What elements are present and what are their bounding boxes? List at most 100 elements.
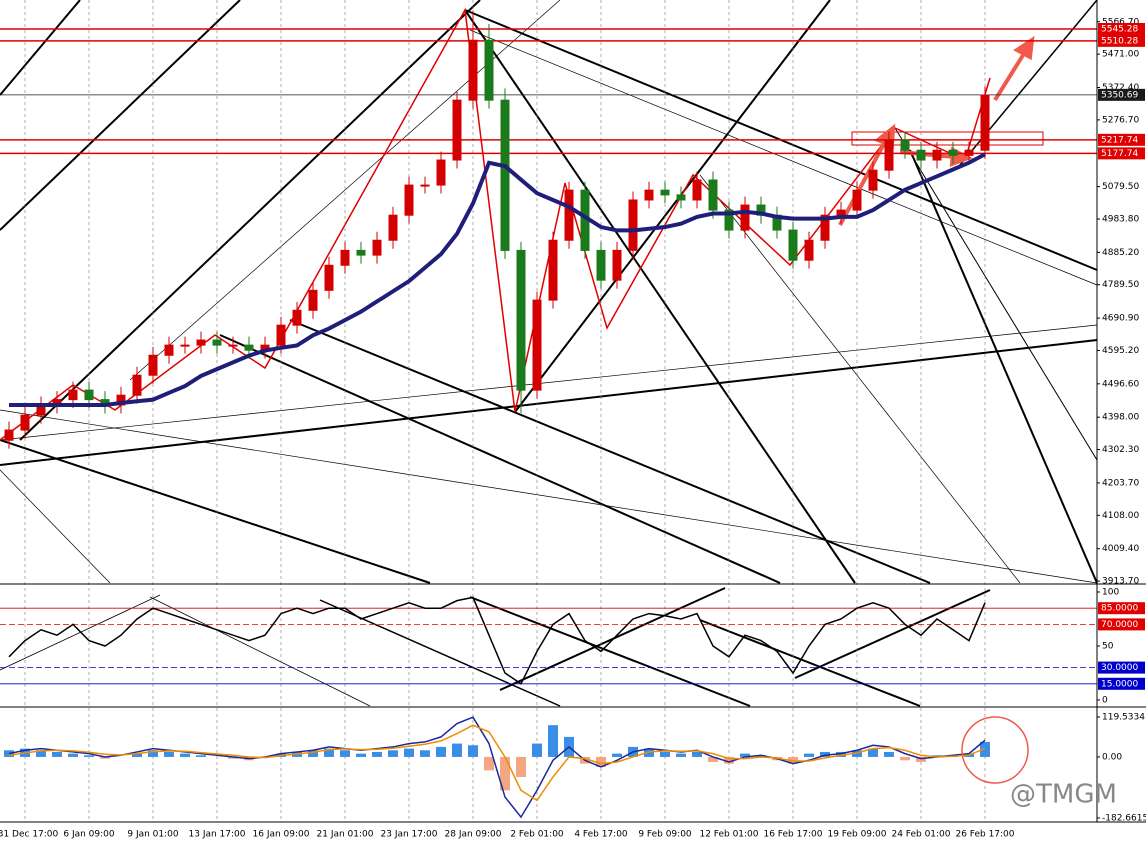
y-tick-label: 4398.00 [1102,413,1139,423]
candle-body [436,159,446,186]
candle-body [724,209,734,231]
candle-body [164,344,174,356]
x-tick-label: 12 Feb 01:00 [699,830,758,840]
candle-body [468,39,478,101]
level-label-bg [1098,88,1145,101]
histogram-bar [468,745,478,757]
trend-line [909,149,1098,584]
histogram-bar [228,756,238,759]
x-tick-label: 24 Feb 01:00 [891,830,950,840]
trend-line [289,319,931,584]
candle-body [500,99,510,251]
histogram-bar [196,755,206,757]
histogram-bar [660,751,670,757]
y-tick-label: 4203.70 [1102,478,1139,488]
candle-body [356,249,366,256]
x-tick-label: 2 Feb 01:00 [510,830,564,840]
histogram-bar [756,755,766,757]
histogram-bar [420,750,430,757]
candle-body [4,429,14,441]
histogram-bar [36,750,46,757]
histogram-bar [388,750,398,757]
candle-body [516,249,526,391]
histogram-bar [68,753,78,757]
histogram-bar [612,753,622,757]
histogram-bar [484,756,494,771]
trend-line [219,334,781,584]
y-tick-label: -182.6615 [1102,814,1146,824]
histogram-bar [356,753,366,757]
candle-body [564,189,574,241]
histogram-bar [980,741,990,757]
histogram-bar [916,756,926,762]
y-tick-label: 3913.70 [1102,577,1139,587]
candle-body [612,249,622,281]
candle-body [820,214,830,241]
zigzag [0,7,991,441]
histogram-bar [900,756,910,761]
candle-body [868,169,878,191]
trend-line [469,29,1098,286]
y-tick-label: 5372.40 [1102,83,1139,93]
trend-line [794,589,991,679]
histogram-bar [820,751,830,757]
y-tick-label: 100 [1102,588,1119,598]
histogram-bar [148,750,158,757]
histogram-bar [532,743,542,757]
y-tick-label: 5276.70 [1102,115,1139,125]
candle-body [948,149,958,156]
y-tick-label: 4885.20 [1102,248,1139,258]
x-tick-label: 23 Jan 17:00 [381,830,438,840]
arrow [838,139,888,226]
level-label: 5545.28 [1101,25,1138,35]
histogram-bar [52,751,62,757]
histogram-bar [676,753,686,757]
histogram-bar [100,756,110,759]
y-tick-label: 4595.20 [1102,346,1139,356]
histogram-bar [84,755,94,757]
candle-body [404,184,414,216]
level-label: 5177.74 [1101,149,1138,159]
candle-body [932,149,942,161]
level-label: 15.0000 [1101,679,1138,689]
trend-line [0,339,1098,466]
histogram-bar [180,753,190,757]
level-label-bg [1098,34,1145,47]
arrow [993,50,1027,102]
candle-body [900,139,910,151]
histogram-bar [516,756,526,778]
histogram-bar [932,755,942,757]
level-label: 70.0000 [1101,620,1138,630]
trend-line [469,596,751,707]
annotations [0,7,1044,441]
y-tick-label: 5079.50 [1102,182,1139,192]
candle-body [660,189,670,196]
level-label: 5510.28 [1101,36,1138,46]
level-label: 5217.74 [1101,135,1138,145]
series-line [8,724,986,802]
candle-body [180,344,190,347]
candle-body [692,179,702,201]
trend-line [699,174,1021,584]
candle-body [148,354,158,376]
highlight-circle [961,716,1029,784]
x-tick-label: 28 Jan 09:00 [445,830,502,840]
candle-body [292,309,302,326]
y-tick-label: 119.5334 [1102,713,1145,723]
arrow-head [1013,35,1035,61]
y-tick-label: 4690.90 [1102,314,1139,324]
candle-body [212,339,222,346]
candle-body [836,209,846,216]
level-label-bg [1098,133,1145,146]
x-tick-label: 9 Feb 09:00 [638,830,692,840]
trend-line [894,127,1098,461]
candle-body [484,39,494,101]
candle-body [852,189,862,211]
trend-line [464,9,856,584]
trend-lines [0,0,1098,707]
candle-body [804,239,814,261]
candle-body [452,99,462,161]
